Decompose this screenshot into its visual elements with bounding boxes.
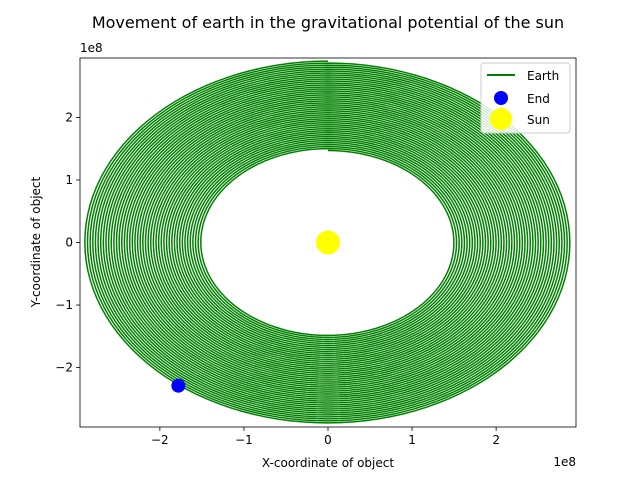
x-axis: −2 −1 0 1 2 [151, 427, 500, 447]
y-offset-label: 1e8 [80, 41, 103, 55]
x-tick-label: 0 [324, 433, 332, 447]
y-tick-label: −2 [55, 361, 73, 375]
x-tick-label: 2 [492, 433, 500, 447]
plot-area [84, 60, 571, 424]
legend-end-swatch [494, 91, 508, 105]
x-axis-label: X-coordinate of object [262, 456, 394, 470]
legend-end-label: End [527, 92, 550, 106]
y-axis-label: Y-coordinate of object [29, 177, 43, 309]
y-tick-label: 2 [65, 110, 73, 124]
end-point-marker [171, 378, 186, 393]
legend-sun-label: Sun [527, 113, 550, 127]
sun-marker [316, 230, 340, 255]
y-tick-label: −1 [55, 298, 73, 312]
x-tick-label: −2 [151, 433, 169, 447]
legend-sun-swatch [490, 108, 512, 130]
y-tick-label: 1 [65, 173, 73, 187]
earth-orbit-line [84, 60, 571, 424]
legend: Earth End Sun [480, 62, 571, 134]
x-tick-label: −1 [235, 433, 253, 447]
x-offset-label: 1e8 [553, 455, 576, 469]
y-tick-label: 0 [65, 236, 73, 250]
x-tick-label: 1 [408, 433, 416, 447]
y-axis: −2 −1 0 1 2 [55, 110, 80, 375]
chart-title: Movement of earth in the gravitational p… [92, 13, 564, 32]
legend-earth-label: Earth [527, 69, 559, 83]
